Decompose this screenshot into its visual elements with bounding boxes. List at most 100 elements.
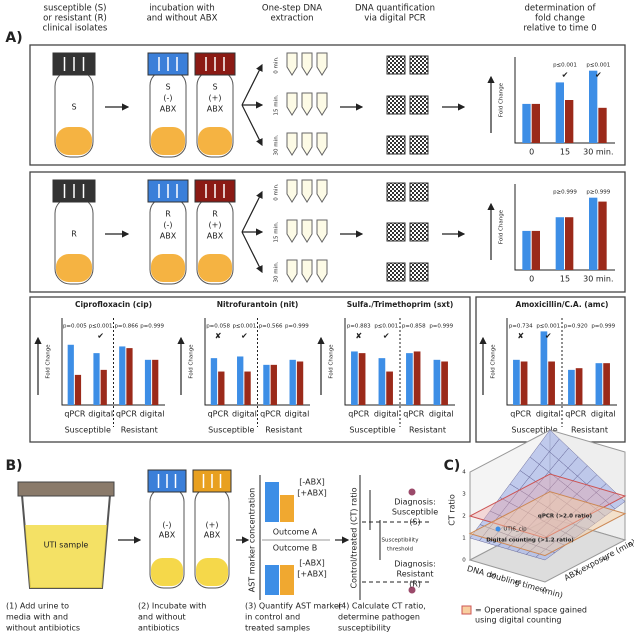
x-tick-label: qPCR [510, 410, 531, 419]
verdict: ✔ [241, 332, 248, 341]
x-tick-label: qPCR [116, 410, 137, 419]
group-label: Resistant [265, 426, 302, 435]
verdict: ✔ [97, 332, 104, 341]
p-value: p≤0.001 [536, 324, 560, 330]
bar [358, 353, 366, 405]
bar [280, 495, 294, 522]
axis-label: AST marker concentration [248, 488, 257, 592]
step-caption: without antibiotics [6, 624, 80, 633]
panel-label: C) [444, 458, 461, 474]
bar [280, 565, 294, 595]
arrow [241, 231, 263, 274]
vial [316, 259, 328, 283]
tube-label: S [165, 83, 170, 92]
chart-title: Amoxicillin/C.A. (amc) [516, 300, 609, 309]
arrow [241, 190, 263, 233]
bar [598, 107, 607, 143]
bar [603, 363, 610, 405]
vial [316, 52, 328, 76]
y-axis-label: Fold Change [189, 344, 195, 379]
panel-label: A) [5, 30, 22, 46]
bar [237, 356, 244, 405]
group-label: Susceptible [511, 426, 557, 435]
verdict: ✘ [355, 332, 362, 341]
chip [409, 95, 429, 115]
chart-title: Ciprofloxacin (cip) [75, 300, 152, 309]
p-value: p=0.999 [285, 324, 309, 330]
step-caption: (4) Calculate CT ratio, [338, 602, 426, 611]
vial [301, 92, 313, 116]
bar [413, 351, 421, 405]
x-tick-label: 60 [540, 588, 547, 594]
p-value: p=0.883 [347, 324, 371, 330]
isolate-tube-media [56, 127, 92, 155]
pos-label: [+ABX] [297, 570, 326, 579]
qpcr-plane [468, 473, 627, 539]
tube-label: ABX [159, 531, 176, 540]
cup-lid [17, 481, 115, 497]
bar [210, 358, 218, 405]
header: relative to time 0 [523, 24, 596, 34]
chip [386, 95, 406, 115]
urine [25, 525, 107, 588]
untreated-tube-media [151, 127, 185, 155]
header: susceptible (S) [44, 4, 107, 14]
bar [531, 230, 540, 270]
tube-label: ABX [207, 232, 224, 241]
step-caption: media with and [6, 613, 68, 622]
neg-label: [-ABX] [299, 559, 324, 568]
tube-label: ABX [160, 232, 177, 241]
header: DNA quantification [355, 4, 435, 14]
time-label: 30 min. [274, 134, 280, 155]
p-value: p≤0.001 [553, 63, 577, 69]
vial [286, 259, 298, 283]
bar [378, 358, 386, 405]
dot [408, 586, 416, 594]
step-caption: (2) Incubate with [138, 602, 206, 611]
step-caption: in control and [245, 613, 300, 622]
bar [513, 359, 520, 405]
x-tick-label: qPCR [565, 410, 586, 419]
header: and without ABX [147, 14, 218, 24]
tube-label: ABX [204, 531, 221, 540]
plane-label: Digital counting (>1.2 ratio) [486, 538, 574, 544]
axis-label: CT ratio [448, 494, 457, 526]
header: fold change [535, 14, 585, 24]
group-label: Resistant [571, 426, 608, 435]
x-tick-label: qPCR [208, 410, 229, 419]
verdict: ✔ [383, 332, 390, 341]
bar [522, 230, 531, 270]
bar [100, 369, 107, 405]
bar [520, 361, 528, 405]
chip [409, 222, 429, 242]
chip [409, 182, 429, 202]
chip [386, 55, 406, 75]
pos-label: [+ABX] [297, 489, 326, 498]
header: or resistant (R) [43, 14, 107, 24]
time-label: 15 min. [274, 94, 280, 115]
point-label: UTI6_cip [503, 527, 527, 533]
bar [296, 361, 304, 405]
chart-title: Sulfa./Trimethoprim (sxt) [347, 300, 454, 309]
diagnosis: Diagnosis: [394, 560, 436, 569]
diagnosis: Susceptible [392, 508, 438, 517]
chip [386, 182, 406, 202]
y-axis-label: Fold Change [491, 344, 497, 379]
bar [265, 482, 279, 522]
vial [286, 179, 298, 203]
x-tick-label: digital [140, 410, 165, 419]
tube-label: R [212, 210, 218, 219]
time-label: 0 min. [274, 56, 280, 74]
x-tick-label: 0 [529, 275, 534, 284]
digital-plane [468, 491, 627, 557]
step-caption: susceptibility [338, 624, 391, 633]
p-value: p=0.734 [509, 324, 533, 330]
tube-label: (+) [209, 94, 222, 103]
p-value: p≤0.001 [232, 324, 256, 330]
arrow [241, 104, 263, 147]
y-axis-label: Fold Change [329, 344, 335, 379]
y-axis-label: Fold Change [499, 82, 505, 117]
sample-label: UTI sample [44, 541, 89, 550]
header: clinical isolates [43, 24, 108, 34]
tube-label: ABX [207, 105, 224, 114]
